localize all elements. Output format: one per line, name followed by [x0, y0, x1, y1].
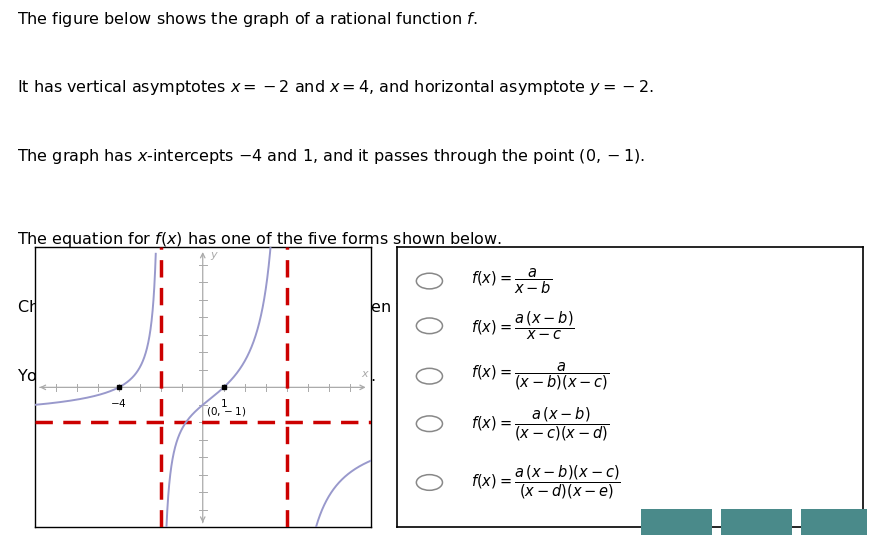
- Text: $f(x) = \dfrac{a\,(x - b)(x - c)}{(x - d)(x - e)}$: $f(x) = \dfrac{a\,(x - b)(x - c)}{(x - d…: [472, 464, 621, 501]
- Text: $f(x) = \dfrac{a\,(x - b)}{(x - c)(x - d)}$: $f(x) = \dfrac{a\,(x - b)}{(x - c)(x - d…: [472, 405, 610, 443]
- Text: It has vertical asymptotes $x = -2$ and $x = 4$, and horizontal asymptote $y = -: It has vertical asymptotes $x = -2$ and …: [17, 79, 654, 97]
- Text: $-4$: $-4$: [111, 397, 127, 409]
- Text: $f(x) = \dfrac{a}{x - b}$: $f(x) = \dfrac{a}{x - b}$: [472, 266, 553, 296]
- FancyBboxPatch shape: [641, 509, 712, 535]
- Text: $y$: $y$: [210, 250, 219, 262]
- Text: $f(x) = \dfrac{a}{(x - b)(x - c)}$: $f(x) = \dfrac{a}{(x - b)(x - c)}$: [472, 360, 610, 392]
- Text: You can assume that $f(x)$ is in simplest form.: You can assume that $f(x)$ is in simples…: [17, 367, 377, 386]
- Text: The figure below shows the graph of a rational function $f$.: The figure below shows the graph of a ra…: [17, 10, 478, 29]
- Text: $f(x) = \dfrac{a\,(x - b)}{x - c}$: $f(x) = \dfrac{a\,(x - b)}{x - c}$: [472, 309, 576, 342]
- FancyBboxPatch shape: [721, 509, 792, 535]
- Text: The graph has $x$-intercepts $-4$ and $1$, and it passes through the point $(0, : The graph has $x$-intercepts $-4$ and $1…: [17, 147, 645, 166]
- Text: $1$: $1$: [220, 397, 228, 409]
- FancyBboxPatch shape: [801, 509, 868, 535]
- Text: Choose the appropriate form for $f(x)$, and then write the equation.: Choose the appropriate form for $f(x)$, …: [17, 299, 548, 317]
- Text: $(0,-1)$: $(0,-1)$: [206, 405, 246, 418]
- Text: The equation for $f(x)$ has one of the five forms shown below.: The equation for $f(x)$ has one of the f…: [17, 230, 502, 249]
- Text: $x$: $x$: [361, 369, 370, 379]
